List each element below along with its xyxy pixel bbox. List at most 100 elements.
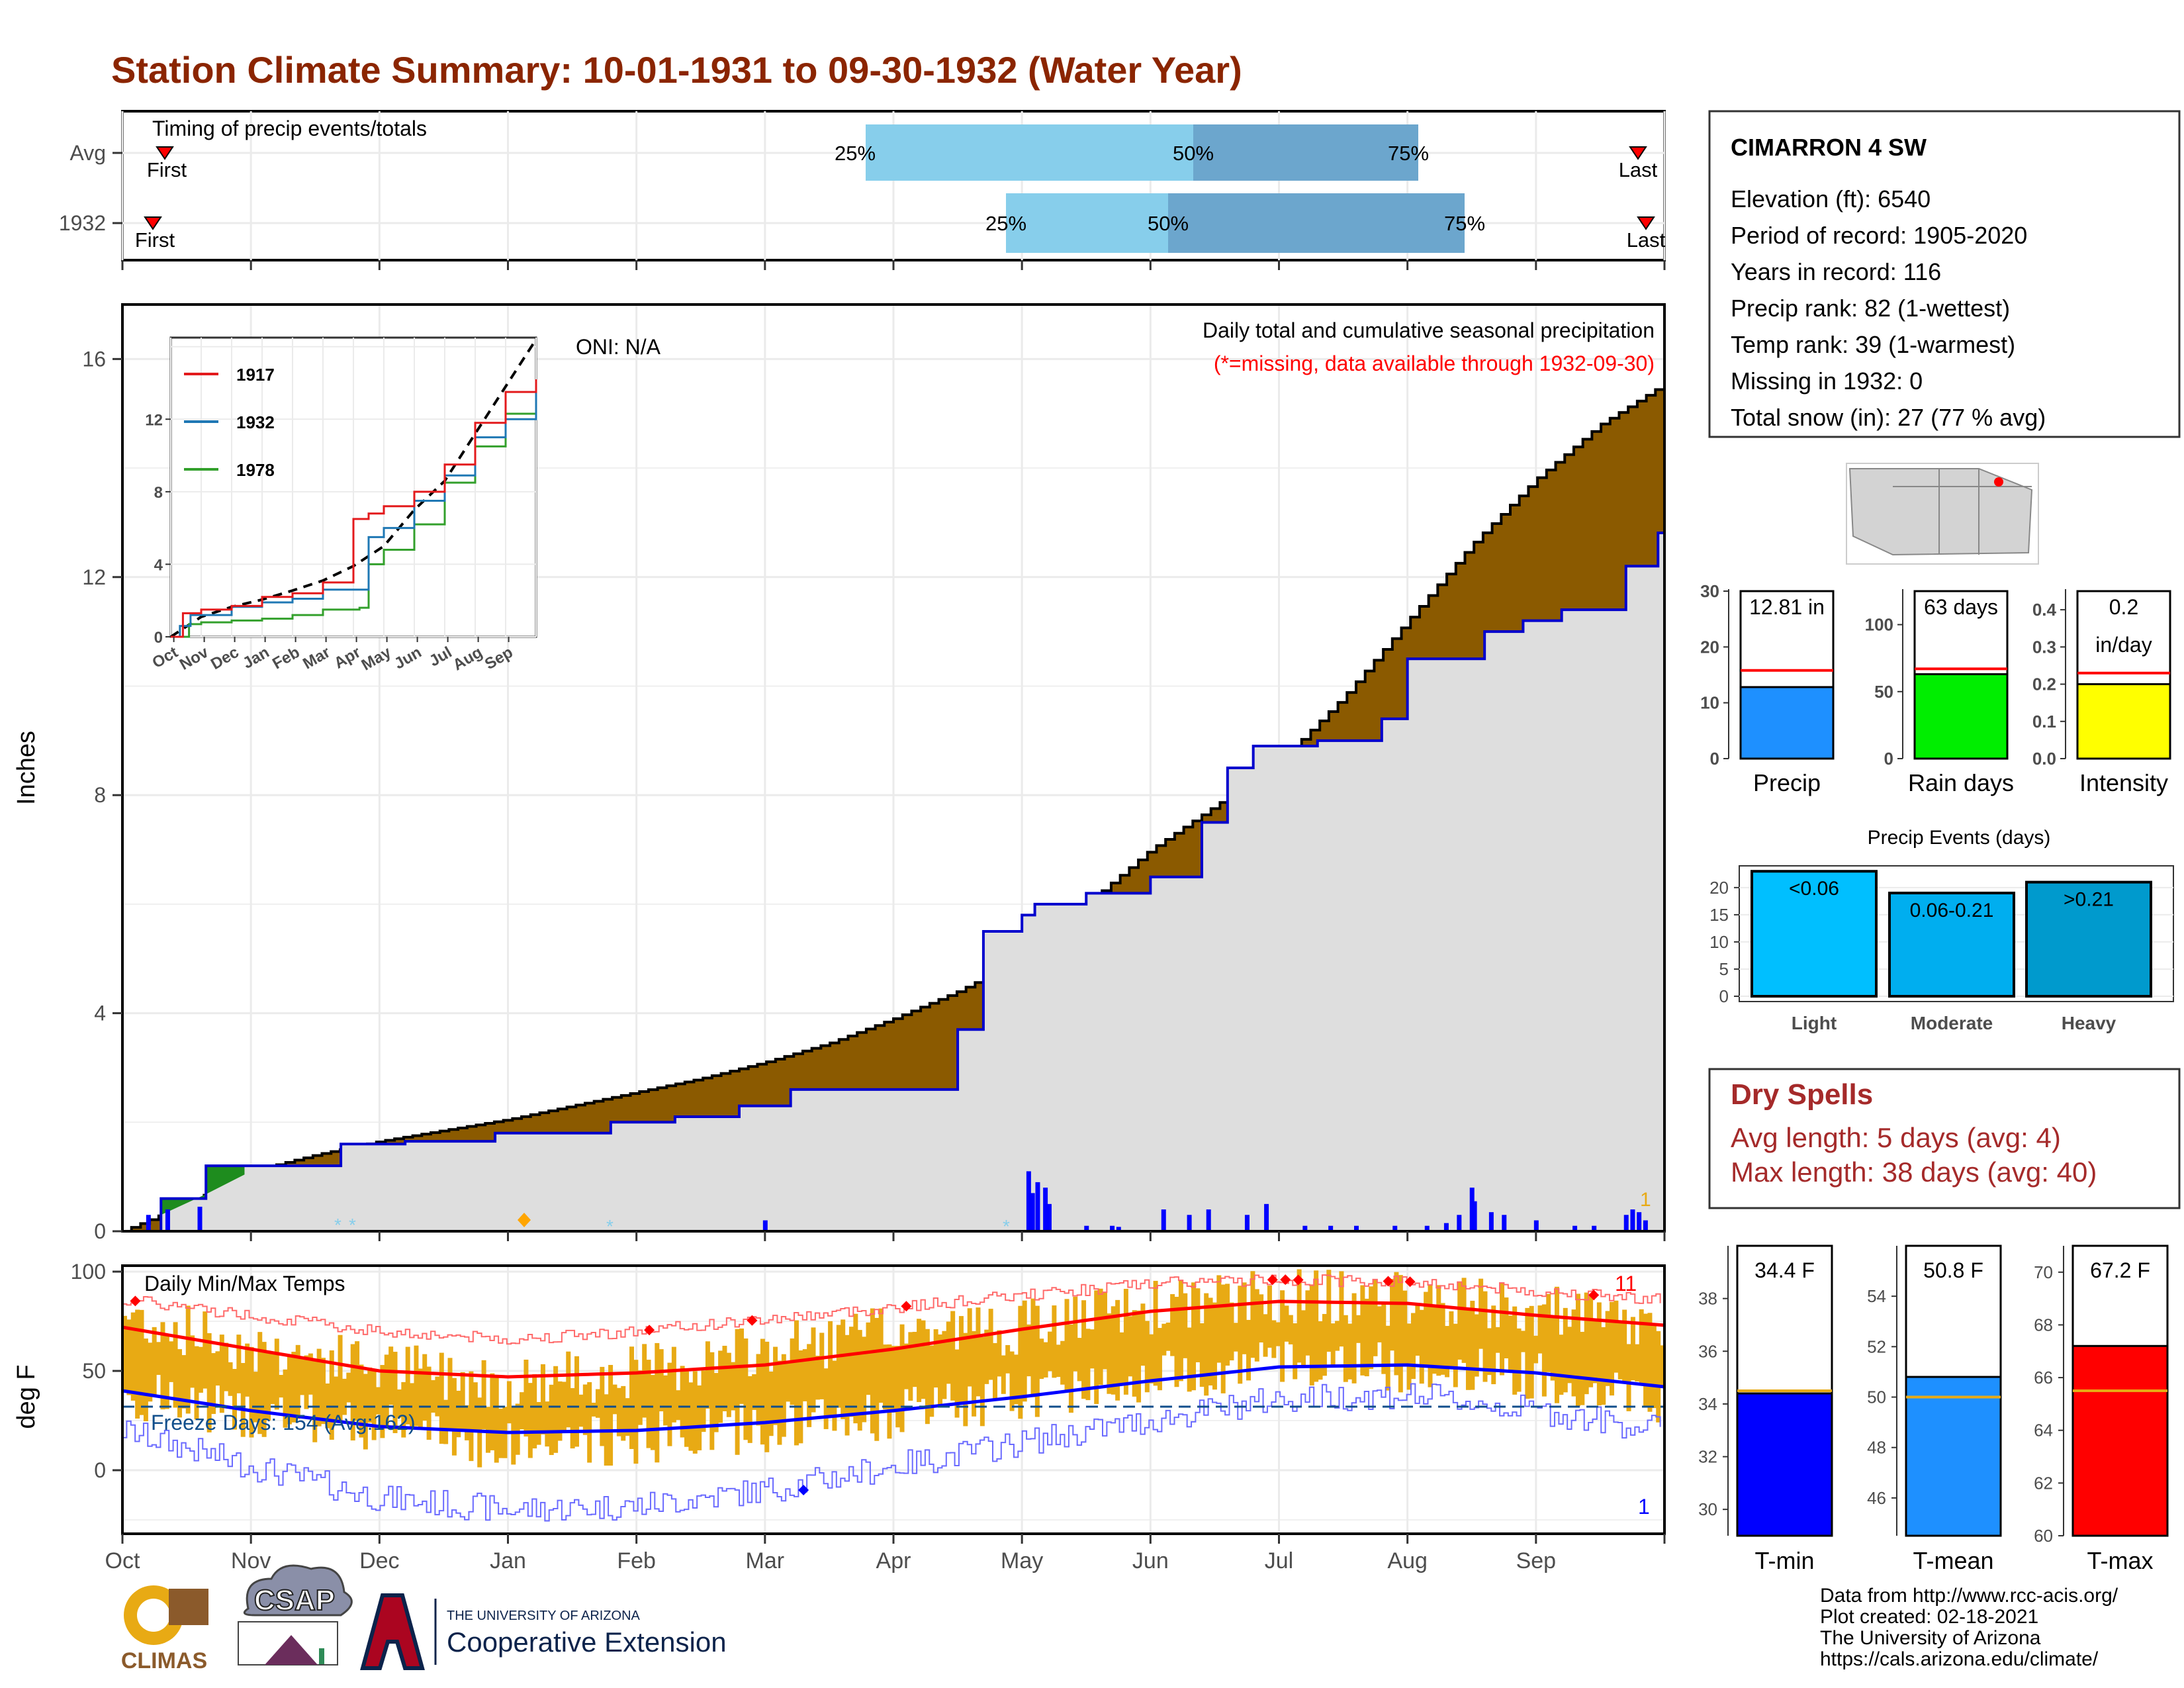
daily-temp-range-bar — [553, 1366, 559, 1453]
daily-temp-range-bar — [300, 1356, 305, 1395]
month-label: Apr — [876, 1548, 911, 1573]
summary-value-label: 0.2 — [2109, 595, 2138, 619]
daily-temp-range-bar — [735, 1329, 740, 1455]
station-missing: Missing in 1932: 0 — [1731, 367, 1923, 395]
daily-temp-range-bar — [414, 1345, 419, 1427]
y1932-p50-label: 50% — [1148, 212, 1189, 235]
daily-temp-range-bar — [1204, 1293, 1209, 1396]
precip-event-label: Light — [1792, 1013, 1837, 1033]
avg-first-marker — [156, 146, 174, 160]
station-temp-rank: Temp rank: 39 (1-warmest) — [1731, 331, 2015, 358]
daily-temp-range-bar — [1275, 1322, 1281, 1346]
daily-precip-bar — [1046, 1203, 1052, 1231]
daily-temp-range-bar — [1381, 1303, 1387, 1374]
temp-title: Daily Min/Max Temps — [144, 1272, 345, 1295]
temp-summary-bar — [2071, 1344, 2169, 1537]
daily-temp-range-bar — [355, 1341, 360, 1421]
daily-temp-range-bar — [1060, 1340, 1066, 1385]
daily-temp-range-bar — [1398, 1275, 1403, 1393]
y1932-p25-label: 25% — [985, 212, 1026, 235]
daily-temp-range-bar — [582, 1384, 588, 1435]
oni-label: ONI: N/A — [576, 335, 661, 359]
record-high-marker — [747, 1315, 758, 1326]
events-ytick-label: 10 — [1709, 932, 1729, 952]
daily-temp-range-bar — [181, 1355, 187, 1409]
station-snow: Total snow (in): 27 (77 % avg) — [1731, 404, 2046, 431]
daily-precip-bar — [1592, 1225, 1597, 1231]
summary-ytick-label: 0.2 — [2032, 675, 2056, 694]
daily-temp-range-bar — [798, 1350, 803, 1444]
daily-temp-range-bar — [743, 1338, 749, 1440]
daily-temp-range-bar — [532, 1374, 537, 1449]
daily-temp-range-bar — [1406, 1323, 1412, 1390]
daily-temp-range-bar — [405, 1346, 410, 1425]
daily-precip-bar — [1637, 1212, 1642, 1231]
month-label: Oct — [105, 1548, 140, 1573]
daily-temp-range-bar — [426, 1366, 432, 1440]
daily-temp-range-bar — [828, 1321, 833, 1417]
daily-temp-range-bar — [1339, 1271, 1344, 1347]
daily-temp-range-bar — [1537, 1305, 1543, 1354]
daily-temp-range-bar — [1301, 1310, 1306, 1368]
daily-temp-range-bar — [148, 1342, 153, 1402]
y1932-last-label: Last — [1627, 228, 1666, 252]
daily-temp-range-bar — [190, 1335, 195, 1388]
daily-temp-range-bar — [642, 1344, 647, 1418]
daily-precip-bar — [1302, 1225, 1308, 1231]
daily-temp-range-bar — [857, 1330, 862, 1431]
avg-last-marker — [1629, 146, 1647, 160]
daily-temp-range-bar — [1242, 1282, 1247, 1354]
daily-temp-range-bar — [1347, 1323, 1353, 1380]
daily-temp-range-bar — [1453, 1323, 1458, 1387]
daily-temp-range-bar — [540, 1364, 545, 1434]
daily-temp-range-bar — [1479, 1278, 1484, 1349]
daily-precip-bar — [1206, 1209, 1211, 1231]
inset-ytick-label: 0 — [154, 629, 163, 647]
daily-temp-range-bar — [1500, 1282, 1505, 1376]
precip-event-bar — [1888, 892, 2015, 998]
daily-precip-bar — [1457, 1215, 1462, 1231]
daily-temp-range-bar — [659, 1349, 664, 1412]
daily-temp-range-bar — [1263, 1314, 1268, 1357]
daily-temp-range-bar — [1643, 1313, 1649, 1407]
daily-temp-range-bar — [257, 1332, 263, 1434]
daily-temp-range-bar — [705, 1341, 710, 1409]
summary-value-unit: in/day — [2095, 633, 2152, 657]
month-label: May — [1001, 1548, 1043, 1573]
month-label: Aug — [1387, 1548, 1428, 1573]
daily-temp-range-bar — [764, 1341, 770, 1452]
dry-spells-box: Dry Spells Avg length: 5 days (avg: 4) M… — [1708, 1068, 2181, 1209]
daily-temp-range-bar — [946, 1321, 951, 1384]
daily-temp-range-bar — [1622, 1309, 1627, 1382]
avg-25-50-bar — [866, 124, 1193, 181]
daily-temp-range-bar — [130, 1312, 136, 1401]
daily-temp-range-bar — [334, 1376, 339, 1421]
daily-temp-range-bar — [1073, 1296, 1078, 1372]
daily-temp-range-bar — [942, 1331, 947, 1399]
daily-precip-bar — [1354, 1225, 1359, 1231]
daily-temp-range-bar — [1626, 1344, 1631, 1411]
daily-temp-range-bar — [1571, 1309, 1576, 1397]
daily-temp-range-bar — [1246, 1319, 1251, 1381]
daily-temp-range-bar — [591, 1402, 596, 1417]
month-label: Jul — [1265, 1548, 1293, 1573]
daily-temp-range-bar — [422, 1354, 428, 1421]
snow-marker: * — [606, 1216, 614, 1237]
daily-temp-range-bar — [663, 1375, 668, 1426]
daily-temp-range-bar — [1259, 1294, 1264, 1342]
daily-temp-range-bar — [1043, 1342, 1048, 1378]
daily-temp-range-bar — [1584, 1292, 1589, 1395]
daily-temp-range-bar — [1170, 1293, 1175, 1356]
daily-temp-range-bar — [1541, 1304, 1547, 1397]
daily-temp-range-bar — [1089, 1329, 1095, 1369]
daily-temp-range-bar — [236, 1335, 242, 1393]
csap-logo: CSAP — [238, 1564, 353, 1665]
inset-legend-1978: 1978 — [236, 460, 275, 480]
daily-temp-range-bar — [637, 1370, 643, 1425]
daily-precip-bar — [197, 1206, 203, 1231]
daily-temp-range-bar — [848, 1327, 854, 1417]
daily-temp-range-bar — [316, 1348, 322, 1427]
summary-ytick-label: 50 — [1874, 682, 1893, 702]
temp-panel: 0 50 100 Daily Min/Max Temps Freeze Days: … — [13, 1260, 1666, 1535]
